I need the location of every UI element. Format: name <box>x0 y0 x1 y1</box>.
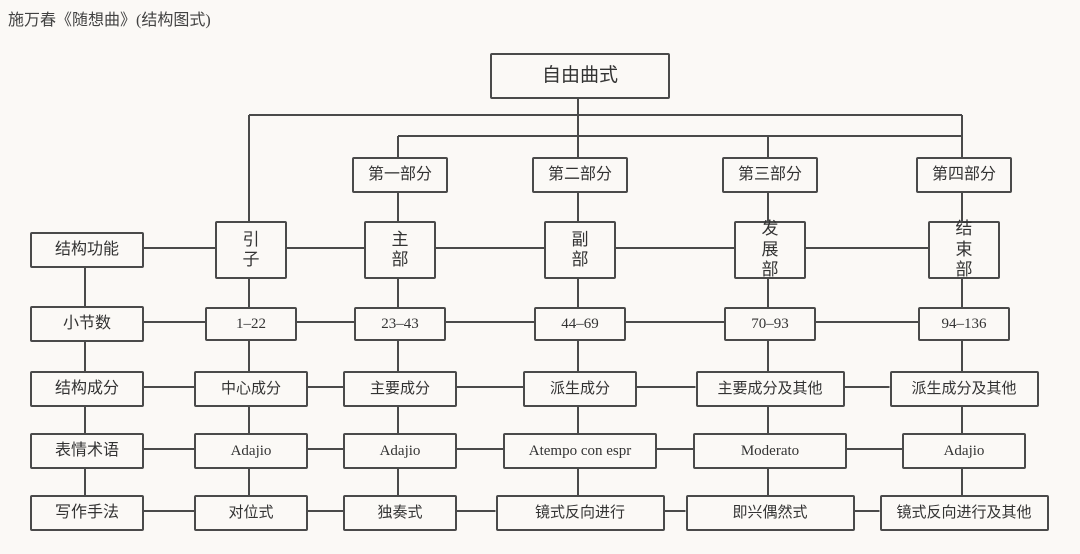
diagram-caption: 施万春《随想曲》(结构图式) <box>8 6 211 30</box>
row-label: 写作手法 <box>30 495 144 531</box>
bars-cell: 94–136 <box>918 307 1010 341</box>
tech-cell: 独奏式 <box>343 495 457 531</box>
section-cell: 引 子 <box>215 221 287 279</box>
bars-cell: 70–93 <box>724 307 816 341</box>
tempo-cell: Atempo con espr <box>503 433 657 469</box>
tempo-cell: Moderato <box>693 433 847 469</box>
part-node: 第四部分 <box>916 157 1012 193</box>
tech-cell: 即兴偶然式 <box>686 495 855 531</box>
tech-cell: 镜式反向进行及其他 <box>880 495 1049 531</box>
bars-cell: 23–43 <box>354 307 446 341</box>
section-cell: 副 部 <box>544 221 616 279</box>
section-cell: 主 部 <box>364 221 436 279</box>
struct-cell: 主要成分及其他 <box>696 371 845 407</box>
part-node: 第一部分 <box>352 157 448 193</box>
part-node: 第三部分 <box>722 157 818 193</box>
diagram-stage: 施万春《随想曲》(结构图式) 自由曲式第一部分 第二部分 第三部分 第四部分结构功能小… <box>0 0 1080 554</box>
section-cell: 发 展 部 <box>734 221 806 279</box>
tempo-cell: Adajio <box>194 433 308 469</box>
bars-cell: 1–22 <box>205 307 297 341</box>
bars-cell: 44–69 <box>534 307 626 341</box>
row-label: 小节数 <box>30 306 144 342</box>
row-label: 表情术语 <box>30 433 144 469</box>
tempo-cell: Adajio <box>902 433 1026 469</box>
tech-cell: 对位式 <box>194 495 308 531</box>
section-cell: 结 束 部 <box>928 221 1000 279</box>
row-label: 结构功能 <box>30 232 144 268</box>
root-node: 自由曲式 <box>490 53 670 99</box>
struct-cell: 中心成分 <box>194 371 308 407</box>
part-node: 第二部分 <box>532 157 628 193</box>
struct-cell: 派生成分及其他 <box>890 371 1039 407</box>
tech-cell: 镜式反向进行 <box>496 495 665 531</box>
struct-cell: 派生成分 <box>523 371 637 407</box>
struct-cell: 主要成分 <box>343 371 457 407</box>
row-label: 结构成分 <box>30 371 144 407</box>
tempo-cell: Adajio <box>343 433 457 469</box>
